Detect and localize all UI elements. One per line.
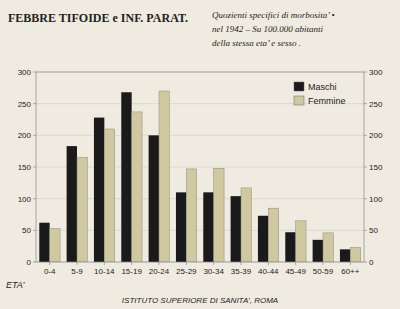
x-tick [213, 262, 214, 265]
y2-tick [364, 167, 367, 168]
x-tick-label: 40-44 [258, 267, 279, 276]
x-tick [131, 262, 132, 265]
y2-tick-label: 100 [369, 195, 383, 204]
x-tick-label: 60++ [341, 267, 360, 276]
x-tick-label: 35-39 [231, 267, 252, 276]
bar [340, 249, 350, 262]
bar [149, 135, 159, 262]
y2-tick-label: 150 [369, 163, 383, 172]
bar [121, 92, 131, 262]
bar [268, 208, 278, 262]
x-tick [159, 262, 160, 265]
y-tick [33, 135, 36, 136]
bar [159, 91, 169, 262]
legend-label: Maschi [308, 82, 337, 92]
bar [176, 192, 186, 262]
bar [214, 168, 224, 262]
y-tick [33, 167, 36, 168]
footer: ISTITUTO SUPERIORE DI SANITA’, ROMA [122, 296, 278, 305]
bar [231, 196, 241, 262]
bar [285, 232, 295, 262]
y2-tick [364, 103, 367, 104]
bar [258, 216, 268, 262]
bars [39, 91, 360, 262]
x-tick [350, 262, 351, 265]
bar [67, 146, 77, 262]
bar [313, 240, 323, 262]
y2-tick-label: 250 [369, 100, 383, 109]
y2-tick [364, 198, 367, 199]
bar [350, 247, 360, 262]
x-tick [295, 262, 296, 265]
bar [77, 158, 87, 263]
x-axis-label: ETA’ [6, 280, 26, 290]
x-tick [77, 262, 78, 265]
legend: Maschi Femmine [294, 82, 346, 106]
y-tick-label: 200 [18, 131, 32, 140]
x-tick [323, 262, 324, 265]
bar [50, 228, 60, 262]
y-tick [33, 230, 36, 231]
legend-swatch [294, 82, 304, 91]
bar [132, 112, 142, 262]
plot-frame [36, 72, 364, 262]
y-tick-label: 150 [18, 163, 32, 172]
y-tick-label: 50 [22, 226, 31, 235]
x-tick-label: 10-14 [94, 267, 115, 276]
bar [241, 188, 251, 262]
y-tick [33, 103, 36, 104]
x-tick [268, 262, 269, 265]
title: FEBBRE TIFOIDE e INF. PARAT. [8, 11, 188, 25]
y-tick-label: 0 [27, 258, 32, 267]
y2-tick [364, 230, 367, 231]
x-tick [186, 262, 187, 265]
y2-tick-label: 50 [369, 226, 378, 235]
legend-swatch [294, 96, 304, 105]
x-tick-label: 25-29 [176, 267, 197, 276]
x-tick [104, 262, 105, 265]
y-tick-label: 100 [18, 195, 32, 204]
x-tick-label: 45-49 [285, 267, 306, 276]
x-tick-label: 15-19 [121, 267, 142, 276]
y-tick-label: 250 [18, 100, 32, 109]
chart: FEBBRE TIFOIDE e INF. PARAT. Quozienti sp… [0, 0, 400, 309]
bar [39, 223, 49, 262]
y2-tick [364, 135, 367, 136]
subtitle: Quozienti specifici di morbosita’ • [212, 10, 335, 20]
x-tick [241, 262, 242, 265]
y-tick [33, 262, 36, 263]
bar [203, 192, 213, 262]
y-tick [33, 198, 36, 199]
bar [104, 129, 114, 262]
subtitle: della stessa eta’ e sesso . [212, 38, 301, 48]
y-tick-label: 300 [18, 68, 32, 77]
x-tick-label: 50-59 [313, 267, 334, 276]
x-tick-label: 5-9 [71, 267, 83, 276]
bar [296, 221, 306, 262]
grid-line [36, 135, 364, 136]
x-tick [49, 262, 50, 265]
x-tick-label: 0-4 [44, 267, 56, 276]
legend-label: Femmine [308, 96, 346, 106]
y2-tick-label: 300 [369, 68, 383, 77]
y-tick [33, 72, 36, 73]
x-tick-label: 20-24 [149, 267, 170, 276]
y2-tick [364, 72, 367, 73]
x-tick-label: 30-34 [203, 267, 224, 276]
y2-tick-label: 200 [369, 131, 383, 140]
bar [94, 118, 104, 262]
y2-tick-label: 0 [369, 258, 374, 267]
bar [186, 169, 196, 262]
bar [323, 233, 333, 262]
y2-tick [364, 262, 367, 263]
subtitle: nel 1942 – Su 100.000 abitanti [212, 24, 323, 34]
